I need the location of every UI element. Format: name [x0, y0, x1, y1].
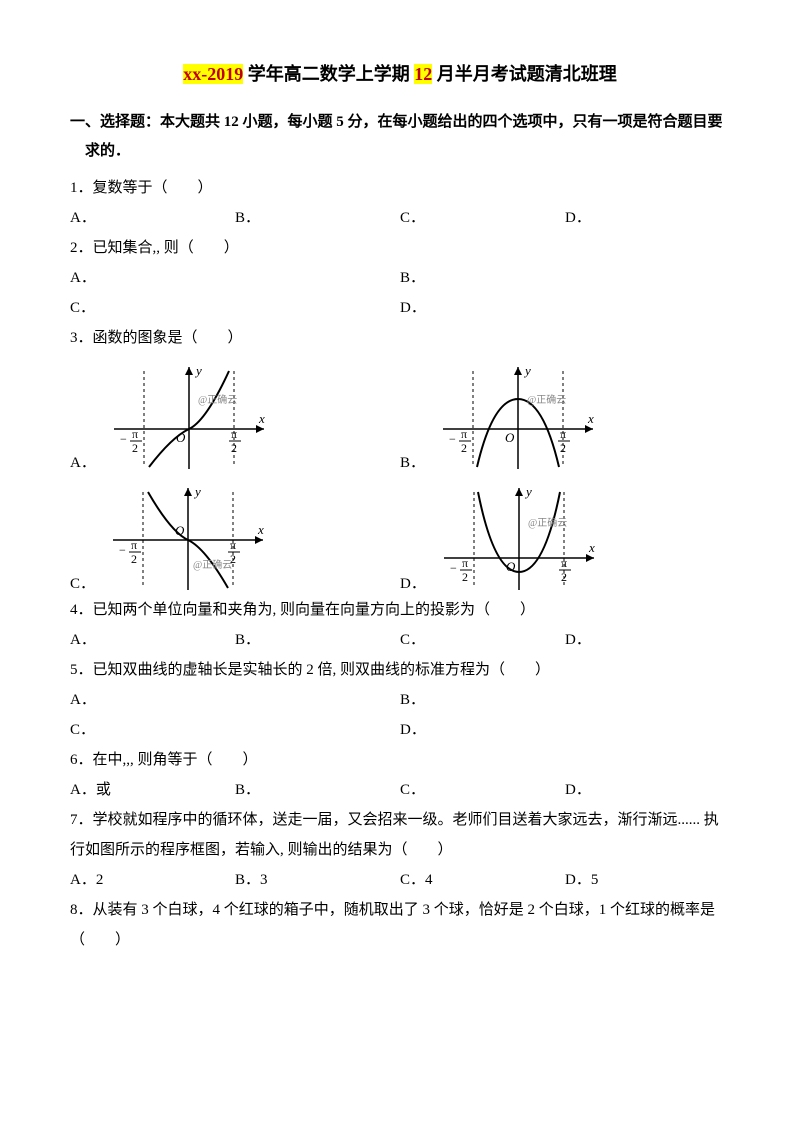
svg-text:2: 2	[132, 441, 138, 455]
q7-opt-b: B．3	[235, 865, 400, 895]
q7-opt-a: A．2	[70, 865, 235, 895]
question-1-options: A． B． C． D．	[70, 203, 730, 233]
q1-opt-c: C．	[400, 203, 565, 233]
q5-opt-a: A．	[70, 685, 400, 715]
graph-d-icon: x y O @正确云 − π 2 π 2	[434, 480, 604, 595]
svg-text:−: −	[450, 561, 457, 575]
svg-text:x: x	[258, 411, 265, 426]
q1-opt-a: A．	[70, 203, 235, 233]
title-highlight-1: xx-2019	[183, 64, 243, 84]
svg-text:y: y	[193, 484, 201, 499]
q6-opt-d: D．	[565, 775, 730, 805]
svg-text:π: π	[231, 427, 237, 441]
q6-opt-b: B．	[235, 775, 400, 805]
q5-opt-d: D．	[400, 715, 730, 745]
svg-text:π: π	[560, 427, 566, 441]
q3-opt-c: C．	[70, 572, 95, 595]
q6-opt-c: C．	[400, 775, 565, 805]
q3-opt-a: A．	[70, 451, 96, 474]
question-6: 6．在中,,, 则角等于（ ）	[70, 745, 730, 775]
svg-text:O: O	[175, 523, 185, 538]
section-heading: 一、选择题：本大题共 12 小题，每小题 5 分，在每小题给出的四个选项中，只有…	[70, 108, 730, 165]
graph-b-icon: x y O @正确云 − π 2 π 2	[433, 359, 603, 474]
q2-opt-a: A．	[70, 263, 400, 293]
question-1: 1．复数等于（ ）	[70, 173, 730, 203]
q3-graph-row-1: A． x y O @正确云 − π 2 π	[70, 359, 730, 474]
q3-opt-b: B．	[400, 451, 425, 474]
q5-opt-c: C．	[70, 715, 400, 745]
svg-text:@正确云: @正确云	[528, 516, 567, 529]
svg-text:π: π	[462, 556, 468, 570]
svg-text:2: 2	[462, 570, 468, 584]
q6-opt-a: A．或	[70, 775, 235, 805]
svg-text:x: x	[257, 522, 264, 537]
question-2: 2．已知集合,, 则（ ）	[70, 233, 730, 263]
q2-opt-d: D．	[400, 293, 730, 323]
svg-text:−: −	[120, 432, 127, 446]
question-2-options: A． B． C． D．	[70, 263, 730, 323]
title-tail: 月半月考试题清北班理	[432, 64, 617, 84]
svg-text:x: x	[588, 540, 595, 555]
svg-text:y: y	[523, 363, 531, 378]
question-4: 4．已知两个单位向量和夹角为, 则向量在向量方向上的投影为（ ）	[70, 595, 730, 625]
q5-opt-b: B．	[400, 685, 730, 715]
svg-text:O: O	[506, 559, 516, 574]
svg-text:@正确云: @正确云	[527, 393, 566, 406]
q2-opt-c: C．	[70, 293, 400, 323]
svg-text:π: π	[461, 427, 467, 441]
svg-text:2: 2	[231, 441, 237, 455]
title-mid: 学年高二数学上学期	[243, 64, 414, 84]
question-8: 8．从装有 3 个白球，4 个红球的箱子中，随机取出了 3 个球，恰好是 2 个…	[70, 895, 730, 955]
svg-text:π: π	[132, 427, 138, 441]
svg-text:2: 2	[461, 441, 467, 455]
svg-text:y: y	[194, 363, 202, 378]
question-4-options: A． B． C． D．	[70, 625, 730, 655]
q2-opt-b: B．	[400, 263, 730, 293]
svg-text:2: 2	[561, 570, 567, 584]
svg-text:x: x	[587, 411, 594, 426]
graph-a-icon: x y O @正确云 − π 2 π 2	[104, 359, 274, 474]
question-5: 5．已知双曲线的虚轴长是实轴长的 2 倍, 则双曲线的标准方程为（ ）	[70, 655, 730, 685]
svg-text:2: 2	[131, 552, 137, 566]
graph-c-icon: x y O @正确云 − π 2 π 2	[103, 480, 273, 595]
q4-opt-d: D．	[565, 625, 730, 655]
q3-graph-row-2: C． x y O @正确云 − π 2 π 2	[70, 480, 730, 595]
page-title: xx-2019 学年高二数学上学期 12 月半月考试题清北班理	[70, 60, 730, 86]
question-6-options: A．或 B． C． D．	[70, 775, 730, 805]
q4-opt-c: C．	[400, 625, 565, 655]
q4-opt-b: B．	[235, 625, 400, 655]
question-3: 3．函数的图象是（ ）	[70, 323, 730, 353]
svg-text:π: π	[131, 538, 137, 552]
question-7-options: A．2 B．3 C．4 D．5	[70, 865, 730, 895]
svg-text:O: O	[176, 430, 186, 445]
svg-text:−: −	[119, 543, 126, 557]
q1-opt-b: B．	[235, 203, 400, 233]
svg-text:O: O	[505, 430, 515, 445]
q1-opt-d: D．	[565, 203, 730, 233]
svg-text:π: π	[561, 556, 567, 570]
title-highlight-2: 12	[414, 64, 432, 84]
svg-text:2: 2	[560, 441, 566, 455]
q3-opt-d: D．	[400, 572, 426, 595]
svg-text:π: π	[230, 538, 236, 552]
svg-text:y: y	[524, 484, 532, 499]
svg-text:@正确云: @正确云	[198, 393, 237, 406]
q4-opt-a: A．	[70, 625, 235, 655]
question-7: 7．学校就如程序中的循环体，送走一届，又会招来一级。老师们目送着大家远去，渐行渐…	[70, 805, 730, 865]
svg-text:2: 2	[230, 552, 236, 566]
question-5-options: A． B． C． D．	[70, 685, 730, 745]
svg-text:−: −	[449, 432, 456, 446]
q7-opt-d: D．5	[565, 865, 730, 895]
q7-opt-c: C．4	[400, 865, 565, 895]
svg-text:@正确云: @正确云	[193, 558, 232, 571]
